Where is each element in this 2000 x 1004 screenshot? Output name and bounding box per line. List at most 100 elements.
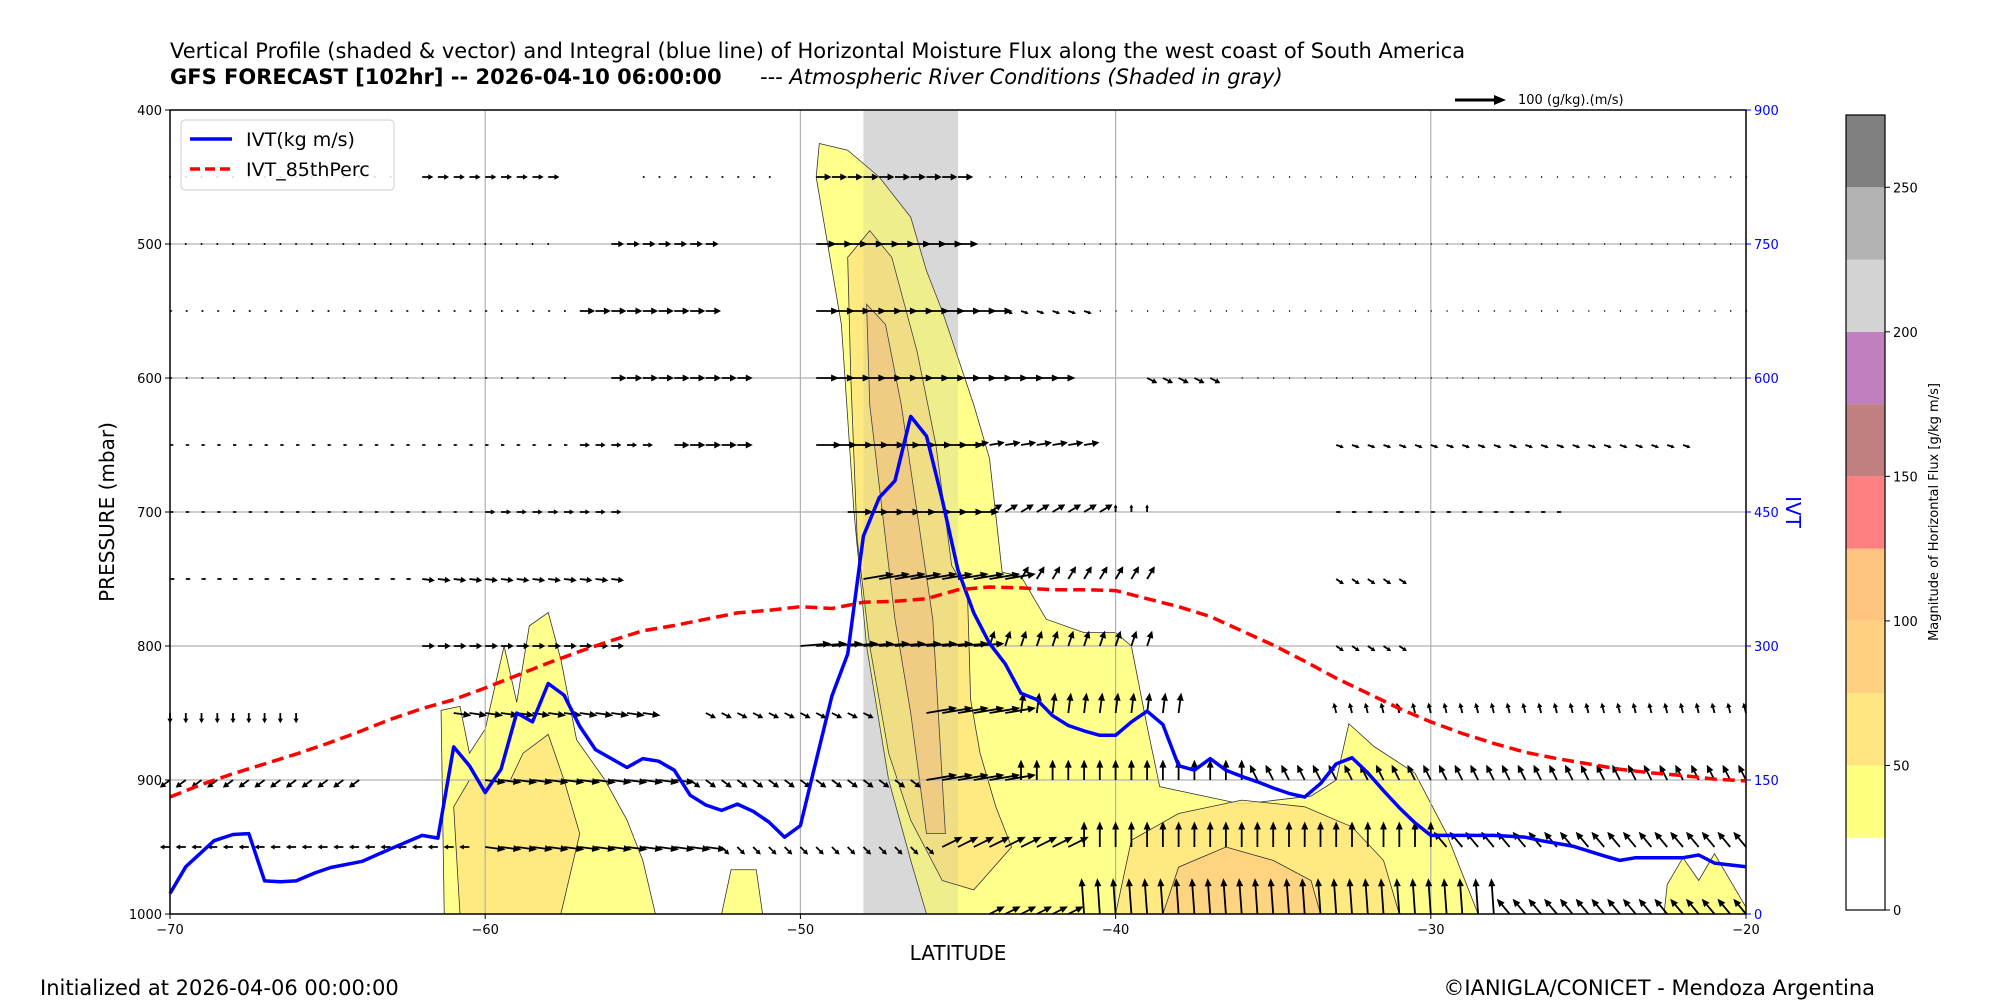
flux-vector bbox=[863, 571, 894, 580]
flux-vector bbox=[1145, 692, 1153, 714]
flux-vector bbox=[611, 509, 622, 515]
flux-vector bbox=[1083, 630, 1091, 647]
flux-vector bbox=[1320, 176, 1322, 178]
flux-vector bbox=[721, 441, 737, 449]
flux-vector bbox=[1352, 176, 1354, 178]
flux-vector bbox=[1315, 878, 1322, 915]
flux-vector bbox=[1501, 764, 1511, 781]
flux-vector bbox=[469, 310, 472, 312]
flux-vector bbox=[1210, 176, 1212, 178]
flux-vector bbox=[1146, 630, 1154, 647]
flux-vector bbox=[1019, 692, 1027, 714]
flux-vector bbox=[1351, 444, 1360, 449]
flux-vector bbox=[752, 712, 764, 719]
flux-vector bbox=[1096, 759, 1104, 780]
flux-vector bbox=[847, 846, 856, 855]
flux-vector bbox=[1399, 243, 1401, 245]
flux-vector bbox=[941, 836, 963, 848]
flux-vector bbox=[910, 779, 921, 788]
flux-vector bbox=[422, 511, 427, 513]
flux-vector bbox=[658, 176, 662, 178]
flux-vector bbox=[264, 377, 268, 379]
flux-vector bbox=[1273, 310, 1275, 312]
flux-vector bbox=[548, 845, 569, 852]
flux-vector bbox=[359, 444, 364, 446]
flux-vector bbox=[1415, 510, 1421, 514]
flux-vector bbox=[816, 441, 842, 449]
flux-vector bbox=[1067, 504, 1082, 513]
flux-vector bbox=[1178, 377, 1189, 384]
flux-vector bbox=[1651, 444, 1660, 449]
flux-vector bbox=[1145, 504, 1149, 512]
flux-vector bbox=[1332, 702, 1338, 714]
flux-vector bbox=[238, 844, 249, 850]
flux-vector bbox=[1206, 821, 1214, 847]
flux-vector bbox=[989, 772, 1021, 781]
flux-vector bbox=[217, 577, 223, 581]
flux-vector bbox=[894, 779, 906, 788]
flux-vector bbox=[264, 444, 269, 446]
flux-vector bbox=[910, 846, 919, 855]
flux-vector bbox=[232, 243, 235, 245]
flux-vector bbox=[406, 444, 411, 446]
flux-vector bbox=[248, 577, 254, 581]
flux-vector bbox=[279, 243, 282, 245]
flux-vector bbox=[1383, 310, 1385, 312]
flux-vector bbox=[296, 444, 301, 446]
flux-vector bbox=[248, 511, 253, 513]
flux-vector bbox=[1036, 906, 1053, 915]
flux-vector bbox=[879, 307, 903, 315]
flux-vector bbox=[1717, 831, 1731, 848]
flux-vector bbox=[1415, 176, 1417, 178]
flux-vector bbox=[1257, 310, 1259, 312]
flux-vector bbox=[1113, 504, 1118, 512]
flux-vector bbox=[894, 571, 926, 580]
flux-vector bbox=[1336, 510, 1342, 514]
flux-vector bbox=[1005, 440, 1021, 447]
flux-vector bbox=[1021, 243, 1023, 245]
flux-vector bbox=[254, 844, 265, 850]
y-tick-label: 900 bbox=[137, 774, 162, 789]
flux-vector bbox=[579, 442, 590, 448]
flux-vector bbox=[1083, 504, 1097, 513]
flux-vector bbox=[1114, 630, 1122, 647]
flux-vector bbox=[1414, 444, 1423, 449]
flux-vector bbox=[1556, 510, 1562, 514]
flux-vector bbox=[1525, 510, 1531, 514]
flux-vector bbox=[847, 508, 874, 516]
flux-vector bbox=[230, 713, 236, 724]
flux-vector bbox=[611, 845, 632, 852]
flux-vector bbox=[1604, 377, 1606, 379]
flux-vector bbox=[1659, 764, 1668, 781]
flux-vector bbox=[1094, 878, 1102, 915]
colorbar-tick-label: 150 bbox=[1893, 470, 1918, 485]
flux-vector bbox=[1222, 821, 1230, 847]
flux-vector bbox=[532, 576, 546, 583]
flux-vector bbox=[595, 442, 606, 448]
flux-vector bbox=[485, 711, 504, 718]
flux-vector bbox=[626, 845, 648, 852]
flux-vector bbox=[1722, 764, 1731, 781]
flux-vector bbox=[310, 243, 313, 245]
flux-vector bbox=[1509, 176, 1512, 178]
flux-vector bbox=[1367, 377, 1370, 379]
flux-vector bbox=[1084, 243, 1086, 245]
x-tick-label: −30 bbox=[1417, 923, 1444, 938]
flux-vector bbox=[1112, 821, 1120, 847]
flux-vector bbox=[452, 243, 455, 245]
flux-vector bbox=[1666, 444, 1675, 449]
flux-vector bbox=[611, 576, 624, 583]
flux-vector bbox=[800, 712, 811, 719]
flux-vector bbox=[642, 307, 659, 315]
flux-vector bbox=[390, 310, 394, 312]
flux-vector bbox=[958, 441, 984, 449]
flux-vector bbox=[1572, 377, 1575, 379]
flux-vector bbox=[579, 845, 601, 852]
flux-vector bbox=[973, 307, 997, 315]
flux-vector bbox=[1273, 176, 1275, 178]
flux-vector bbox=[1559, 898, 1574, 915]
flux-vector bbox=[1622, 898, 1637, 915]
flux-vector bbox=[1580, 764, 1590, 781]
flux-vector bbox=[531, 243, 534, 245]
